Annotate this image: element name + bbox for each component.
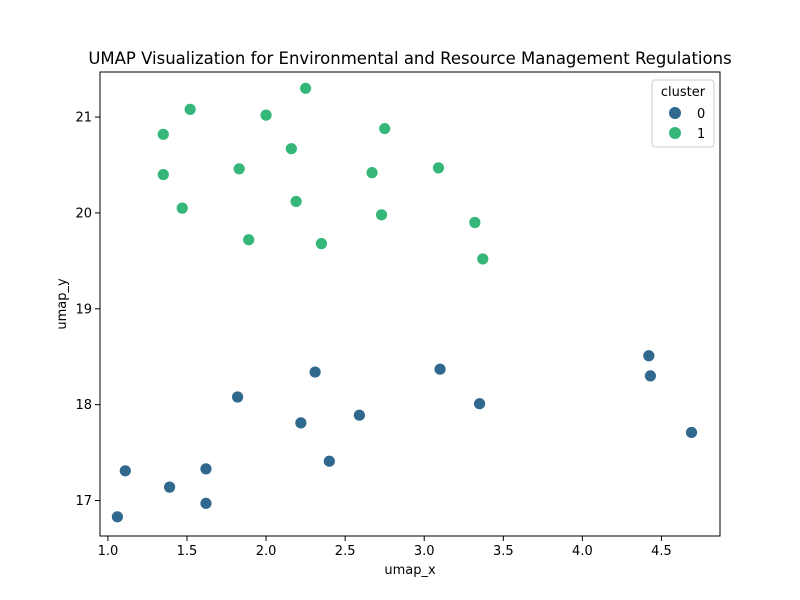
data-point-cluster-1	[468, 216, 482, 229]
data-point-cluster-0	[685, 426, 698, 439]
plot-frame	[99, 71, 721, 537]
legend-label-cluster-1: 1	[697, 127, 705, 142]
y-tick-label: 19	[75, 302, 92, 317]
legend-marker-cluster-0	[669, 107, 681, 119]
data-point-cluster-1	[175, 201, 189, 215]
data-point-cluster-1	[432, 161, 445, 175]
x-tick-label: 2.0	[256, 544, 277, 559]
x-tick-label: 1.5	[177, 544, 198, 559]
data-point-cluster-1	[375, 208, 388, 222]
legend-label-cluster-0: 0	[697, 107, 705, 122]
data-point-cluster-0	[231, 390, 245, 404]
data-point-cluster-0	[110, 510, 124, 524]
data-point-cluster-1	[299, 81, 313, 95]
data-point-cluster-1	[378, 122, 392, 135]
x-axis: 1.0 1.5 2.0 2.5 3.0 3.5 4.0 4.5	[98, 536, 672, 559]
legend: cluster 0 1	[651, 79, 715, 148]
data-point-cluster-0	[322, 454, 336, 468]
x-tick-label: 3.0	[414, 544, 435, 559]
x-tick-label: 3.5	[493, 544, 514, 559]
data-point-cluster-1	[259, 108, 273, 122]
data-point-cluster-0	[644, 369, 657, 383]
data-point-cluster-0	[308, 365, 322, 379]
legend-title: cluster	[661, 85, 706, 100]
data-point-cluster-0	[473, 397, 486, 411]
y-tick-label: 18	[75, 398, 92, 413]
data-point-cluster-1	[315, 237, 328, 251]
x-axis-label: umap_x	[384, 563, 436, 578]
data-point-cluster-0	[199, 462, 213, 476]
x-tick-label: 4.5	[651, 544, 672, 559]
data-point-cluster-0	[199, 497, 213, 510]
x-tick-label: 1.0	[98, 544, 119, 559]
x-tick-label: 4.0	[572, 544, 593, 559]
data-point-cluster-1	[289, 195, 303, 208]
y-axis-label: umap_y	[55, 278, 70, 330]
data-point-cluster-0	[642, 349, 656, 363]
x-tick-label: 2.5	[335, 544, 356, 559]
data-point-cluster-1	[476, 252, 490, 266]
y-tick-label: 21	[75, 111, 92, 126]
chart-title: UMAP Visualization for Environmental and…	[88, 49, 731, 68]
data-point-cluster-1	[242, 233, 256, 247]
data-point-cluster-1	[183, 102, 197, 116]
legend-marker-cluster-1	[669, 127, 681, 139]
plot-area	[99, 71, 721, 537]
y-axis: 17 18 19 20 21	[75, 111, 100, 509]
data-point-cluster-1	[156, 127, 170, 141]
data-point-cluster-1	[284, 142, 298, 156]
y-tick-label: 20	[75, 206, 92, 221]
data-point-cluster-1	[156, 168, 170, 181]
data-point-cluster-0	[433, 362, 447, 376]
data-point-cluster-0	[118, 464, 132, 478]
data-point-cluster-0	[163, 480, 176, 494]
data-point-cluster-1	[365, 166, 379, 180]
data-point-cluster-0	[352, 408, 366, 422]
legend-box	[651, 79, 715, 148]
y-tick-label: 17	[75, 494, 92, 509]
data-points	[110, 81, 698, 524]
data-point-cluster-0	[294, 416, 308, 430]
data-point-cluster-1	[232, 162, 246, 176]
